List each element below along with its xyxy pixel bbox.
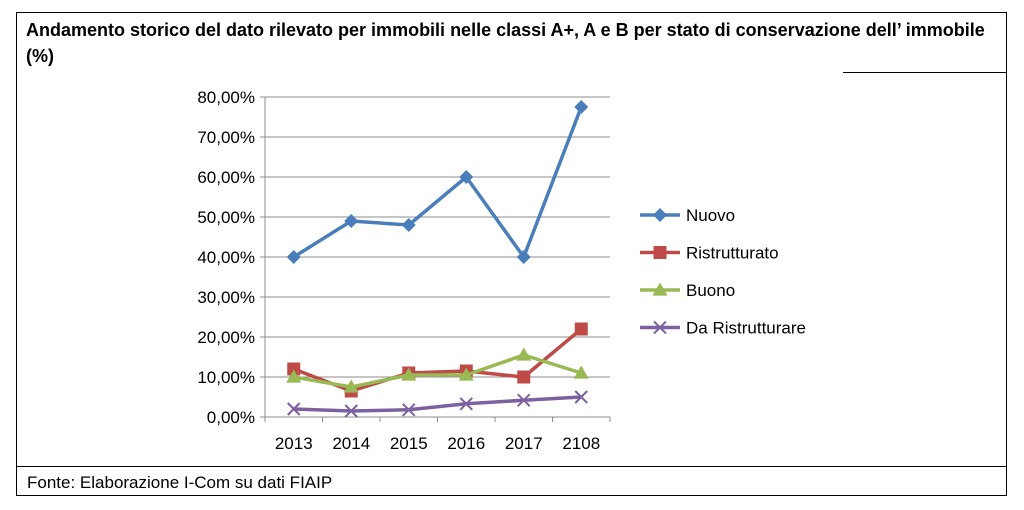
y-tick-label: 60,00% xyxy=(197,168,255,187)
y-tick-label: 20,00% xyxy=(197,328,255,347)
chart-title: Andamento storico del dato rilevato per … xyxy=(26,20,985,66)
legend-label: Da Ristrutturare xyxy=(686,319,806,338)
legend-label: Ristrutturato xyxy=(686,244,779,263)
x-tick-label: 2108 xyxy=(562,434,600,453)
data-point xyxy=(344,404,358,418)
y-tick-label: 70,00% xyxy=(197,128,255,147)
series-line xyxy=(293,395,582,413)
series-line xyxy=(293,353,582,389)
x-tick-label: 2015 xyxy=(390,434,428,453)
data-point xyxy=(286,250,301,264)
legend-swatch-marker xyxy=(653,320,667,335)
data-point xyxy=(458,367,474,381)
data-point xyxy=(401,367,417,381)
data-point xyxy=(402,403,416,417)
data-point xyxy=(287,362,301,376)
series-line xyxy=(292,106,583,259)
data-point xyxy=(573,365,589,379)
y-tick-label: 50,00% xyxy=(197,208,255,227)
data-point xyxy=(343,379,359,393)
figure-frame xyxy=(16,12,1007,496)
x-tick-label: 2017 xyxy=(505,434,543,453)
y-tick-label: 80,00% xyxy=(197,88,255,107)
data-point xyxy=(516,250,531,264)
data-point xyxy=(344,214,359,228)
data-point xyxy=(286,369,302,383)
source-note: Fonte: Elaborazione I-Com su dati FIAIP xyxy=(27,473,333,492)
data-point xyxy=(574,390,588,404)
x-tick-label: 2016 xyxy=(447,434,485,453)
data-point xyxy=(459,170,474,184)
legend-label: Buono xyxy=(686,281,735,300)
footer-rule xyxy=(16,466,1007,467)
x-tick-label: 2013 xyxy=(275,434,313,453)
data-point xyxy=(401,218,416,232)
data-point xyxy=(516,347,532,361)
data-point xyxy=(574,322,588,336)
y-tick-label: 30,00% xyxy=(197,288,255,307)
legend-swatch-marker xyxy=(653,246,667,259)
legend-swatch-marker xyxy=(653,208,667,222)
data-point xyxy=(517,393,531,407)
legend-label: Nuovo xyxy=(686,206,735,225)
legend-swatch-marker xyxy=(652,282,668,296)
y-tick-label: 10,00% xyxy=(197,368,255,387)
title-rule xyxy=(843,72,1007,73)
series-line xyxy=(293,327,583,393)
data-point xyxy=(459,397,473,411)
x-tick-label: 2014 xyxy=(332,434,370,453)
data-point xyxy=(574,100,589,114)
y-tick-label: 40,00% xyxy=(197,248,255,267)
data-point xyxy=(287,402,301,416)
y-tick-label: 0,00% xyxy=(207,408,255,427)
data-point xyxy=(517,370,531,384)
